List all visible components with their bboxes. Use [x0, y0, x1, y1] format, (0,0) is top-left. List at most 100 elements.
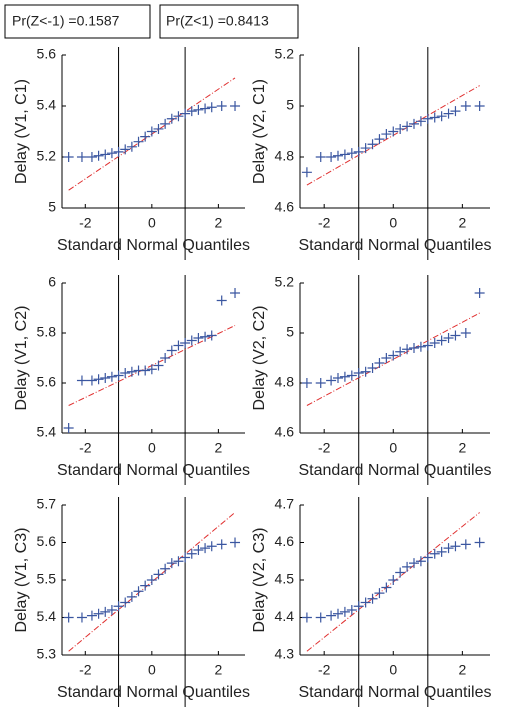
point: [333, 150, 343, 161]
point: [180, 338, 191, 348]
point: [367, 593, 378, 604]
point: [429, 338, 440, 348]
point: [133, 136, 144, 147]
point: [353, 146, 364, 157]
reference-line: [68, 512, 236, 652]
point: [113, 601, 124, 612]
point: [146, 126, 157, 137]
y-tick-label: 5.5: [37, 571, 57, 587]
point: [326, 610, 337, 621]
point: [86, 610, 97, 621]
point: [339, 606, 350, 617]
point: [415, 556, 426, 567]
x-tick-label: -2: [79, 662, 92, 678]
point: [186, 548, 197, 559]
y-axis-label: Delay (V2, C1): [251, 79, 268, 184]
point: [409, 558, 419, 569]
point: [140, 131, 151, 142]
y-tick-label: 5: [48, 199, 56, 215]
point: [395, 123, 406, 134]
point: [206, 330, 217, 341]
point: [200, 103, 211, 114]
point: [166, 113, 177, 124]
point: [200, 331, 211, 342]
point: [193, 333, 204, 343]
point: [346, 370, 357, 381]
point: [120, 144, 131, 155]
point: [443, 108, 454, 119]
point: [409, 118, 419, 129]
x-tick-label: 2: [214, 215, 222, 231]
point: [193, 545, 204, 555]
point: [186, 106, 197, 117]
y-tick-label: 4.5: [275, 571, 295, 587]
x-axis-label: Standard Normal Quantiles: [299, 462, 492, 479]
point: [353, 601, 364, 612]
point: [133, 586, 144, 597]
point: [76, 152, 87, 162]
point: [374, 358, 385, 368]
point: [153, 360, 164, 371]
point: [76, 375, 87, 386]
y-tick-label: 5.6: [37, 374, 57, 390]
point: [333, 608, 343, 619]
point: [160, 118, 171, 129]
x-tick-label: 2: [214, 662, 222, 678]
y-axis-label: Delay (V2, C2): [251, 306, 268, 411]
point: [450, 106, 461, 117]
point: [436, 335, 447, 346]
point: [474, 288, 485, 298]
point: [422, 552, 433, 563]
point: [360, 143, 371, 154]
x-axis-label: Standard Normal Quantiles: [57, 462, 250, 479]
point: [120, 368, 131, 378]
point: [100, 373, 111, 383]
y-tick-label: 4.6: [275, 424, 295, 440]
y-tick-label: 5.6: [37, 533, 57, 549]
point: [474, 101, 485, 111]
point: [339, 371, 350, 382]
point: [106, 371, 117, 382]
x-tick-label: 2: [458, 215, 466, 231]
y-tick-label: 4.4: [275, 608, 295, 624]
point: [360, 597, 371, 608]
point: [388, 575, 399, 585]
point: [153, 569, 164, 580]
point: [93, 608, 104, 619]
point: [333, 373, 343, 383]
x-tick-label: -2: [318, 440, 331, 456]
y-tick-label: 5.3: [37, 646, 57, 662]
point: [216, 539, 227, 550]
y-tick-label: 5.6: [37, 46, 57, 62]
point: [106, 605, 117, 615]
point: [353, 368, 364, 378]
x-tick-label: 0: [389, 662, 397, 678]
y-tick-label: 5.2: [275, 274, 295, 290]
x-tick-label: -2: [318, 215, 331, 231]
point: [367, 139, 378, 150]
y-tick-label: 4.6: [275, 533, 295, 549]
point: [388, 350, 399, 361]
point: [173, 111, 184, 122]
y-tick-label: 5.4: [37, 97, 57, 113]
point: [206, 541, 217, 552]
point: [346, 605, 357, 615]
y-tick-label: 5.4: [37, 424, 57, 440]
point: [436, 546, 447, 557]
y-tick-label: 4.8: [275, 148, 295, 164]
point: [173, 556, 184, 567]
point: [388, 126, 399, 137]
point: [422, 340, 433, 351]
point: [126, 141, 137, 152]
x-tick-label: 2: [458, 662, 466, 678]
point: [180, 552, 191, 563]
point: [436, 111, 447, 122]
point: [230, 537, 241, 548]
point: [140, 580, 151, 591]
point: [374, 134, 385, 145]
point: [86, 152, 97, 162]
x-tick-label: 2: [458, 440, 466, 456]
point: [315, 612, 326, 623]
point: [450, 330, 461, 341]
